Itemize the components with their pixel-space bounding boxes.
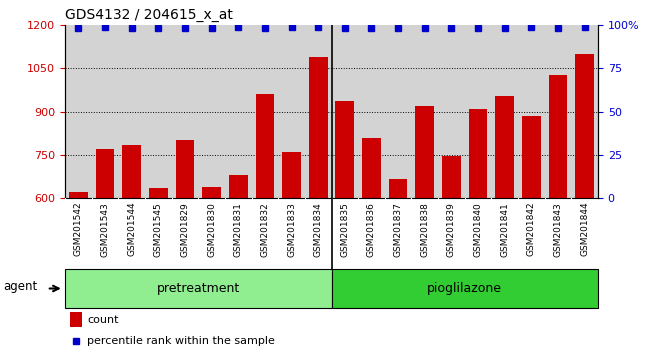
Text: GDS4132 / 204615_x_at: GDS4132 / 204615_x_at (65, 8, 233, 22)
Text: GSM201542: GSM201542 (74, 202, 83, 256)
Bar (335, 101, 354, 198)
Bar (70, 312, 82, 327)
Text: percentile rank within the sample: percentile rank within the sample (87, 336, 275, 346)
Bar (309, 57, 328, 198)
Bar (389, 179, 408, 198)
Bar (549, 75, 567, 198)
Text: GSM201836: GSM201836 (367, 202, 376, 257)
Bar (575, 54, 594, 198)
Bar (442, 156, 461, 198)
Text: GSM201829: GSM201829 (181, 202, 189, 257)
FancyBboxPatch shape (65, 269, 332, 308)
Text: GSM201844: GSM201844 (580, 202, 589, 256)
Text: GSM201841: GSM201841 (500, 202, 509, 257)
Text: GSM201842: GSM201842 (527, 202, 536, 256)
Text: pretreatment: pretreatment (157, 282, 240, 295)
Text: GSM201544: GSM201544 (127, 202, 136, 256)
Bar (149, 188, 168, 198)
Text: agent: agent (3, 280, 38, 293)
Text: GSM201833: GSM201833 (287, 202, 296, 257)
Text: GSM201843: GSM201843 (554, 202, 562, 257)
Bar (202, 187, 221, 198)
Bar (362, 137, 381, 198)
Text: GSM201832: GSM201832 (261, 202, 269, 257)
Text: GSM201835: GSM201835 (341, 202, 349, 257)
Bar (176, 141, 194, 198)
Bar (495, 96, 514, 198)
Text: GSM201839: GSM201839 (447, 202, 456, 257)
Bar (122, 145, 141, 198)
Text: GSM201831: GSM201831 (234, 202, 242, 257)
Text: GSM201545: GSM201545 (154, 202, 162, 257)
Text: GSM201543: GSM201543 (101, 202, 109, 257)
Text: GSM201830: GSM201830 (207, 202, 216, 257)
Text: pioglilazone: pioglilazone (427, 282, 502, 295)
Bar (415, 106, 434, 198)
Bar (69, 193, 88, 198)
Bar (255, 94, 274, 198)
Text: GSM201834: GSM201834 (314, 202, 322, 257)
Bar (96, 149, 114, 198)
Bar (229, 175, 248, 198)
Text: GSM201840: GSM201840 (474, 202, 482, 257)
Bar (469, 109, 488, 198)
Text: count: count (87, 315, 119, 325)
FancyBboxPatch shape (332, 269, 598, 308)
Text: GSM201837: GSM201837 (394, 202, 402, 257)
Bar (282, 152, 301, 198)
Bar (522, 116, 541, 198)
Text: GSM201838: GSM201838 (421, 202, 429, 257)
